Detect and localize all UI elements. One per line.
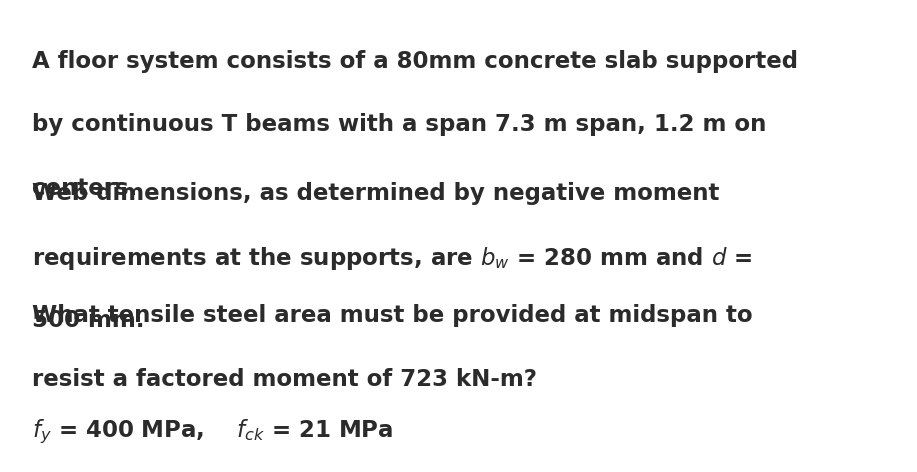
Text: Web dimensions, as determined by negative moment: Web dimensions, as determined by negativ… [32, 182, 720, 205]
Text: centers.: centers. [32, 177, 138, 200]
Text: by continuous T beams with a span 7.3 m span, 1.2 m on: by continuous T beams with a span 7.3 m … [32, 113, 767, 136]
Text: What tensile steel area must be provided at midspan to: What tensile steel area must be provided… [32, 304, 753, 328]
Text: $\mathit{f}_y$ = 400 MPa,    $\mathit{f}_{ck}$ = 21 MPa: $\mathit{f}_y$ = 400 MPa, $\mathit{f}_{c… [32, 418, 393, 446]
Text: resist a factored moment of 723 kN-m?: resist a factored moment of 723 kN-m? [32, 368, 537, 391]
Text: A floor system consists of a 80mm concrete slab supported: A floor system consists of a 80mm concre… [32, 50, 798, 73]
Text: 500 mm.: 500 mm. [32, 309, 145, 332]
Text: requirements at the supports, are $\mathit{b}_w$ = 280 mm and $\mathit{d}$ =: requirements at the supports, are $\math… [32, 245, 753, 272]
